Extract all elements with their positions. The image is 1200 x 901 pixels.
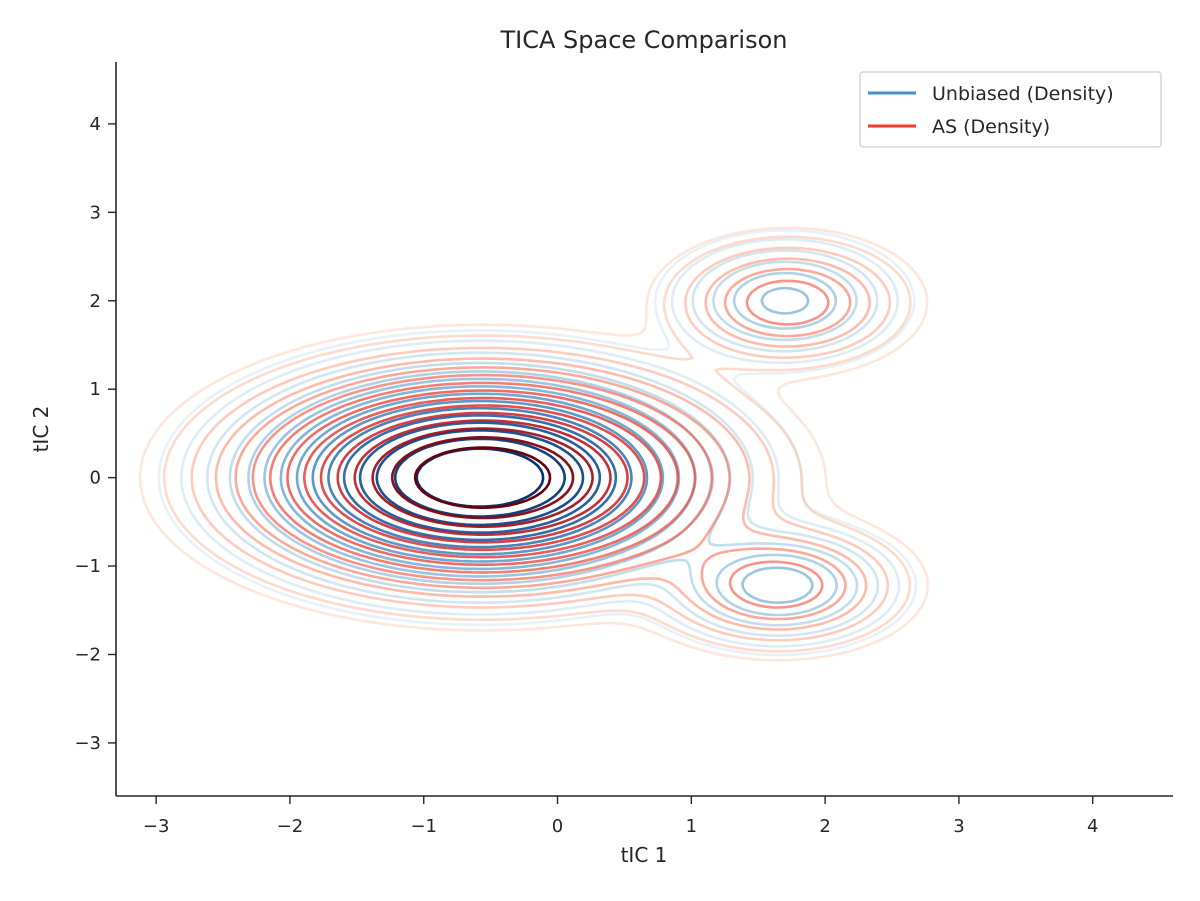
x-tick-label: −3 [143,816,170,837]
y-tick-label: 1 [90,379,101,400]
y-tick-label: 0 [90,468,101,489]
contour-line-reds [286,389,679,566]
contour-line-reds [390,436,575,520]
y-axis-label: tIC 2 [29,406,53,453]
y-tick-label: −3 [74,733,101,754]
contour-line-reds [234,267,852,621]
contour-line-reds [190,246,892,642]
chart-title: TICA Space Comparison [499,26,787,54]
contour-line-reds [319,404,646,552]
x-axis-label: tIC 1 [621,843,668,867]
y-axis-ticks: −3 −2 −1 0 1 2 3 4 [74,114,116,754]
x-tick-label: 0 [552,816,563,837]
contour-line-blues [327,406,633,549]
legend-frame [859,71,1162,148]
contour-line-blues [393,437,566,518]
y-tick-label: 2 [90,291,101,312]
contour-line-blues [375,429,585,527]
x-tick-label: 2 [819,816,830,837]
legend: Unbiased (Density) AS (Density) [859,71,1162,148]
contour-line-reds [214,257,871,631]
contour-line-reds [353,419,612,536]
contour-line-blues [157,229,918,657]
contour-line-reds [251,279,830,609]
contour-line-reds [413,446,552,509]
x-tick-label: 1 [686,816,697,837]
legend-label-unbiased: Unbiased (Density) [932,83,1114,105]
legend-label-as: AS (Density) [932,116,1050,138]
y-tick-label: 4 [90,114,101,135]
contour-line-reds [371,427,594,528]
y-tick-label: −2 [74,645,101,666]
x-tick-label: 4 [1087,816,1098,837]
contour-line-blues [358,421,602,534]
contour-line-reds [303,396,663,559]
y-tick-label: −1 [74,556,101,577]
contour-line-reds [336,411,629,544]
x-tick-label: −2 [277,816,304,837]
x-tick-label: 3 [953,816,964,837]
contour-plot-area [138,226,930,662]
contour-line-blues [311,399,649,556]
contour-line-blues [206,249,880,637]
contour-line-reds [269,381,697,574]
contour-line-reds [162,235,912,653]
contour-line-blues [342,414,618,542]
x-tick-label: −1 [410,816,437,837]
contour-line-blues [180,238,901,648]
contour-line-blues [295,392,665,563]
contour-line-blues [279,385,681,571]
x-axis-ticks: −3 −2 −1 0 1 2 3 4 [143,796,1098,837]
y-tick-label: 3 [90,202,101,223]
contour-line-reds [138,226,930,662]
